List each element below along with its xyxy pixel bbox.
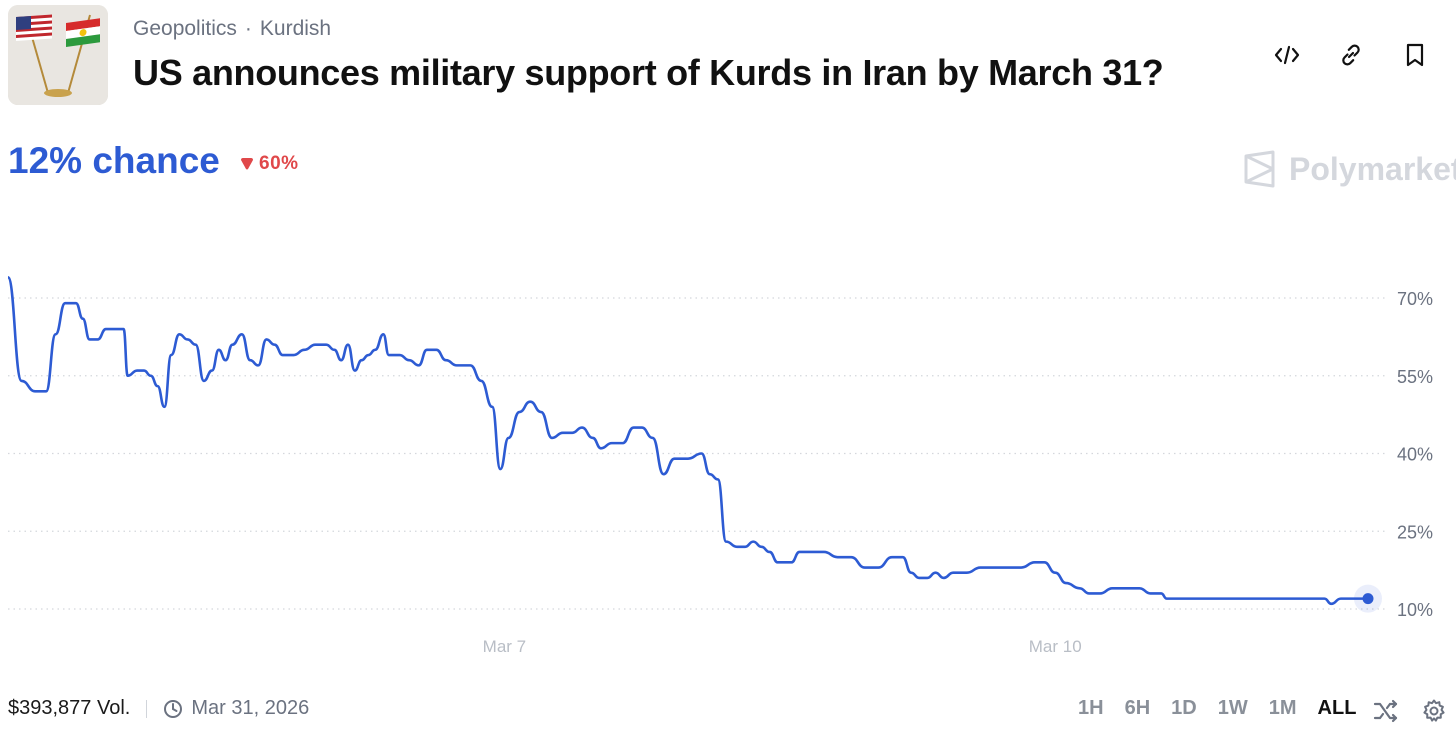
y-tick-label: 55% — [1397, 367, 1433, 387]
header-actions — [1270, 38, 1432, 72]
series-line — [6, 275, 1368, 606]
us-kurdistan-flags-icon — [8, 5, 108, 105]
change-badge: 60% — [240, 153, 299, 175]
bookmark-button[interactable] — [1398, 38, 1432, 72]
y-tick-label: 10% — [1397, 600, 1433, 620]
y-tick-label: 40% — [1397, 445, 1433, 465]
chart-tools — [1372, 697, 1448, 725]
x-tick-label: Mar 10 — [1029, 637, 1082, 656]
y-tick-label: 70% — [1397, 289, 1433, 309]
market-thumbnail — [8, 5, 108, 105]
y-tick-label: 25% — [1397, 522, 1433, 542]
shuffle-button[interactable] — [1372, 697, 1400, 725]
volume-value: $393,877 Vol. — [8, 697, 131, 719]
link-icon — [1342, 44, 1360, 66]
range-1w[interactable]: 1W — [1217, 697, 1248, 719]
range-1d[interactable]: 1D — [1171, 697, 1197, 719]
embed-button[interactable] — [1270, 38, 1304, 72]
breadcrumb: Geopolitics · Kurdish — [133, 17, 331, 41]
gear-icon — [1423, 699, 1445, 722]
bookmark-icon — [1406, 43, 1424, 67]
range-1h[interactable]: 1H — [1078, 697, 1104, 719]
category-link[interactable]: Geopolitics — [133, 17, 237, 40]
brand-name: Polymarket — [1289, 150, 1456, 187]
time-range-selector: 1H 6H 1D 1W 1M ALL — [1078, 697, 1356, 720]
code-icon — [1274, 45, 1300, 65]
brand-watermark: Polymarket — [1243, 150, 1456, 188]
end-date: Mar 31, 2026 — [163, 697, 309, 720]
end-date-label: Mar 31, 2026 — [191, 697, 310, 719]
copy-link-button[interactable] — [1334, 38, 1368, 72]
chance-value: 12% chance — [8, 140, 220, 181]
x-tick-label: Mar 7 — [483, 637, 526, 656]
market-title: US announces military support of Kurds i… — [133, 52, 1164, 93]
range-all[interactable]: ALL — [1317, 697, 1357, 719]
settings-button[interactable] — [1420, 697, 1448, 725]
range-6h[interactable]: 6H — [1124, 697, 1151, 719]
down-triangle-icon — [241, 158, 253, 170]
probability-chart: 70% 55% 40% 25% 10% Mar 7 Mar 10 — [6, 275, 1433, 656]
current-point — [1362, 593, 1374, 605]
clock-icon — [164, 699, 183, 718]
breadcrumb-separator: · — [244, 17, 252, 40]
polymarket-logo-icon — [1244, 150, 1275, 188]
shuffle-icon — [1373, 699, 1398, 723]
footer-divider — [146, 699, 148, 718]
range-1m[interactable]: 1M — [1268, 697, 1297, 719]
market-footer: $393,877 Vol. Mar 31, 2026 — [8, 697, 309, 720]
change-value: 60% — [259, 153, 299, 174]
subcategory-link[interactable]: Kurdish — [259, 17, 332, 40]
